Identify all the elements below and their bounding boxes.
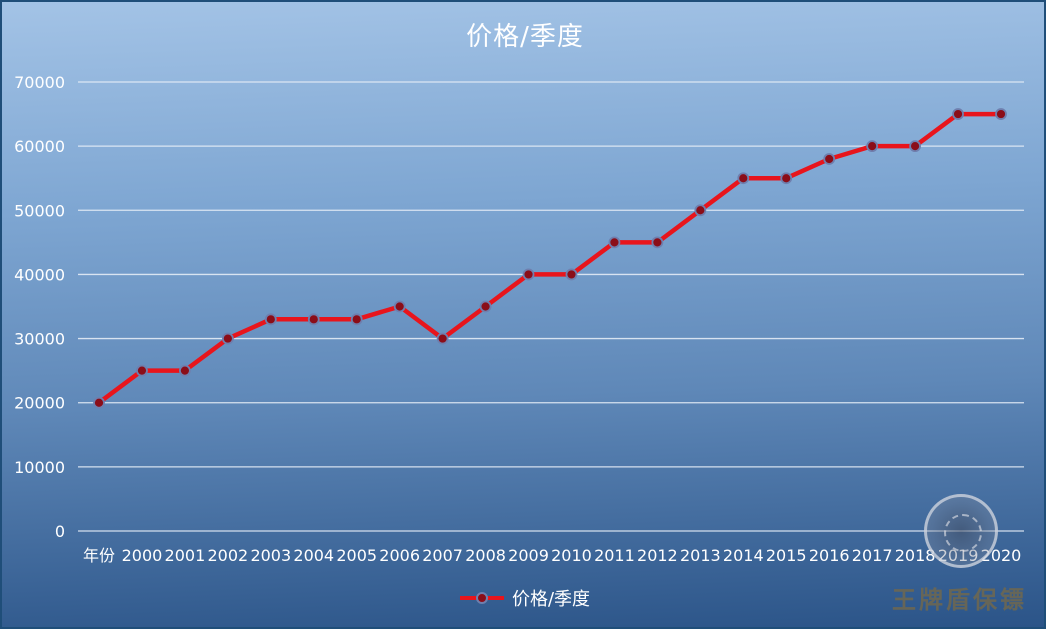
data-point (436, 332, 449, 345)
y-tick-label: 20000 (14, 394, 65, 413)
data-point (737, 172, 750, 185)
data-point (307, 313, 320, 326)
data-point (221, 332, 234, 345)
y-tick-label: 60000 (14, 137, 65, 156)
x-tick-label: 2002 (207, 546, 248, 565)
y-tick-label: 40000 (14, 265, 65, 284)
y-tick-label: 30000 (14, 330, 65, 349)
x-tick-label: 2008 (465, 546, 506, 565)
x-tick-label: 2006 (379, 546, 420, 565)
data-point (780, 172, 793, 185)
data-point (866, 140, 879, 153)
data-point (565, 268, 578, 281)
data-point (952, 108, 964, 120)
x-tick-label: 年份 (83, 546, 115, 565)
x-tick-label: 2011 (594, 546, 635, 565)
series-line (96, 111, 1004, 405)
x-tick-label: 2013 (680, 546, 721, 565)
x-tick-label: 2017 (852, 546, 893, 565)
data-point (393, 300, 406, 313)
data-point (995, 108, 1007, 120)
data-point (264, 313, 277, 326)
x-tick-label: 2001 (165, 546, 206, 565)
data-point (479, 300, 492, 313)
chart-title: 价格/季度 (466, 22, 584, 52)
y-tick-label: 50000 (14, 201, 65, 220)
x-tick-label: 2015 (766, 546, 807, 565)
watermark-text: 王牌盾保镖 (892, 585, 1027, 614)
x-tick-label: 2009 (508, 546, 549, 565)
x-tick-label: 2016 (809, 546, 850, 565)
data-point (522, 268, 535, 281)
x-tick-label: 2007 (422, 546, 463, 565)
x-tick-label: 2018 (895, 546, 936, 565)
legend[interactable]: 价格/季度 (2, 585, 1044, 611)
legend-label: 价格/季度 (511, 589, 591, 610)
data-point (350, 313, 363, 326)
x-tick-label: 2014 (723, 546, 764, 565)
data-point (608, 236, 621, 249)
y-tick-label: 10000 (14, 458, 65, 477)
data-point (179, 364, 191, 377)
x-tick-label: 2012 (637, 546, 678, 565)
data-point (651, 236, 664, 249)
x-tick-label: 2003 (250, 546, 291, 565)
x-tick-label: 2010 (551, 546, 592, 565)
x-tick-label: 2000 (122, 546, 163, 565)
data-point (93, 396, 105, 409)
y-tick-label: 70000 (14, 73, 65, 92)
x-tick-label: 2004 (293, 546, 334, 565)
data-point (136, 364, 148, 377)
legend-line-marker-icon (459, 591, 504, 605)
data-point (909, 140, 921, 153)
y-tick-label: 0 (55, 522, 65, 541)
x-tick-label: 2005 (336, 546, 377, 565)
data-point (694, 204, 707, 217)
watermark-seal-icon (924, 494, 998, 568)
data-point (823, 153, 836, 165)
